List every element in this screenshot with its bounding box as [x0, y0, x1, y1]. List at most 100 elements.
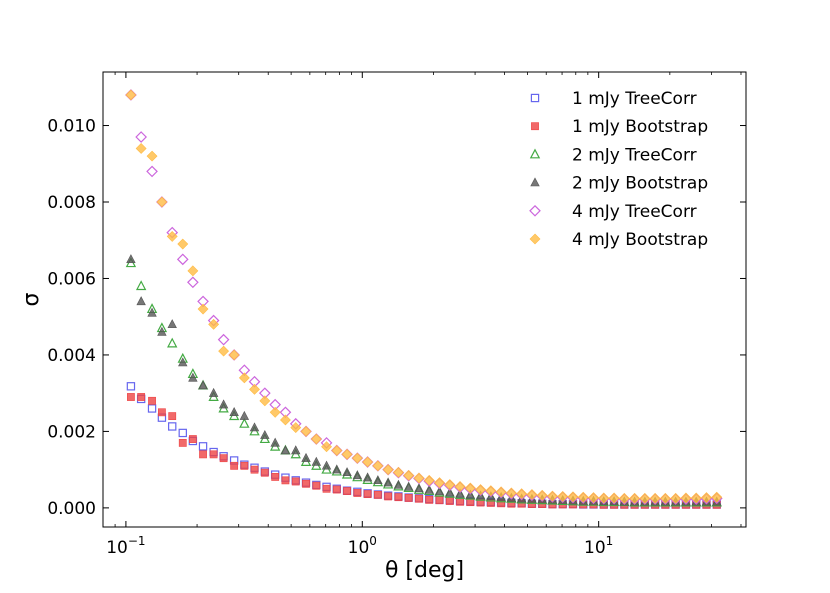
data-point: [629, 492, 641, 504]
data-point: [495, 486, 507, 498]
y-tick-label: 0.008: [47, 193, 96, 213]
data-point: [445, 487, 455, 497]
data-point: [269, 406, 281, 418]
data-point: [332, 464, 342, 474]
legend-item: 2 mJy TreeCorr: [529, 145, 697, 165]
data-point: [311, 456, 322, 466]
legend-marker: [530, 177, 540, 187]
data-point: [321, 441, 332, 453]
data-point: [156, 196, 168, 208]
axis-ticks: [102, 72, 746, 527]
data-point: [229, 407, 239, 416]
data-point: [403, 469, 415, 481]
data-point: [618, 492, 630, 504]
data-point: [249, 383, 260, 395]
x-tick-label: 10−1: [106, 534, 145, 558]
legend-item: 4 mJy Bootstrap: [529, 230, 708, 250]
data-point: [177, 238, 189, 250]
data-point: [137, 393, 146, 401]
data-point: [444, 479, 456, 490]
data-point: [178, 438, 187, 447]
data-point: [135, 280, 147, 291]
data-point: [394, 493, 403, 502]
data-point: [126, 382, 136, 391]
data-point: [454, 481, 466, 492]
data-point: [425, 495, 434, 504]
data-point: [363, 490, 372, 499]
legend-item: 1 mJy Bootstrap: [531, 117, 708, 137]
data-point: [239, 410, 250, 420]
data-point: [384, 492, 393, 501]
y-tick-label: 0.000: [47, 499, 96, 519]
data-point: [424, 484, 434, 494]
data-point: [198, 442, 208, 451]
y-tick-label: 0.006: [47, 269, 96, 289]
data-point: [445, 497, 454, 505]
legend-marker: [529, 204, 541, 217]
data-point: [639, 492, 651, 504]
data-point: [187, 276, 199, 289]
data-point: [228, 349, 240, 361]
data-point: [435, 496, 444, 505]
data-point: [302, 479, 310, 488]
data-point: [557, 490, 569, 502]
data-point: [300, 425, 312, 437]
data-point: [259, 395, 271, 407]
legend-marker: [529, 233, 541, 245]
data-point: [178, 428, 187, 438]
data-point: [567, 491, 579, 503]
data-point: [373, 490, 382, 499]
data-point: [342, 467, 352, 477]
data-point: [516, 488, 528, 500]
data-point: [505, 487, 517, 499]
data-point: [434, 486, 445, 496]
legend-label: 2 mJy TreeCorr: [572, 145, 697, 165]
data-point: [362, 456, 374, 468]
data-point: [393, 479, 404, 489]
data-point: [249, 422, 260, 432]
tick-labels: 0.000 0.002 0.004 0.006 0.008 0.010 10−1 100 101: [47, 117, 613, 558]
data-point: [135, 143, 147, 154]
data-point: [301, 452, 311, 462]
legend-marker: [531, 122, 539, 131]
data-point: [649, 492, 661, 504]
data-point: [464, 482, 476, 494]
legend-label: 4 mJy Bootstrap: [572, 230, 708, 250]
data-point: [291, 445, 301, 455]
data-point: [598, 492, 610, 504]
y-tick-label: 0.010: [47, 117, 96, 137]
data-point: [281, 476, 290, 485]
data-point: [291, 477, 300, 486]
data-point: [485, 485, 497, 497]
series-4-mjy-bootstrap: [125, 89, 723, 504]
legend-label: 2 mJy Bootstrap: [572, 174, 708, 194]
data-point: [577, 491, 589, 503]
data-point: [322, 484, 331, 493]
data-point: [148, 396, 156, 405]
data-point: [321, 460, 332, 470]
data-point: [588, 492, 599, 503]
data-point: [290, 422, 302, 434]
data-point: [280, 445, 291, 455]
x-axis-label: θ [deg]: [385, 558, 464, 583]
data-point: [127, 393, 135, 401]
data-point: [230, 461, 239, 470]
data-point: [343, 487, 351, 495]
data-point: [659, 492, 671, 504]
data-point: [208, 387, 219, 397]
data-point: [147, 404, 157, 413]
data-point: [219, 454, 228, 463]
data-point: [383, 477, 393, 487]
data-point: [680, 492, 692, 504]
data-point: [240, 461, 249, 470]
data-point: [146, 150, 158, 162]
data-point: [332, 485, 341, 494]
data-point: [136, 296, 146, 306]
data-point: [373, 475, 383, 485]
data-point: [547, 490, 558, 502]
data-point: [260, 468, 269, 477]
data-point: [168, 422, 177, 431]
data-point: [456, 497, 464, 506]
data-point: [414, 483, 424, 493]
